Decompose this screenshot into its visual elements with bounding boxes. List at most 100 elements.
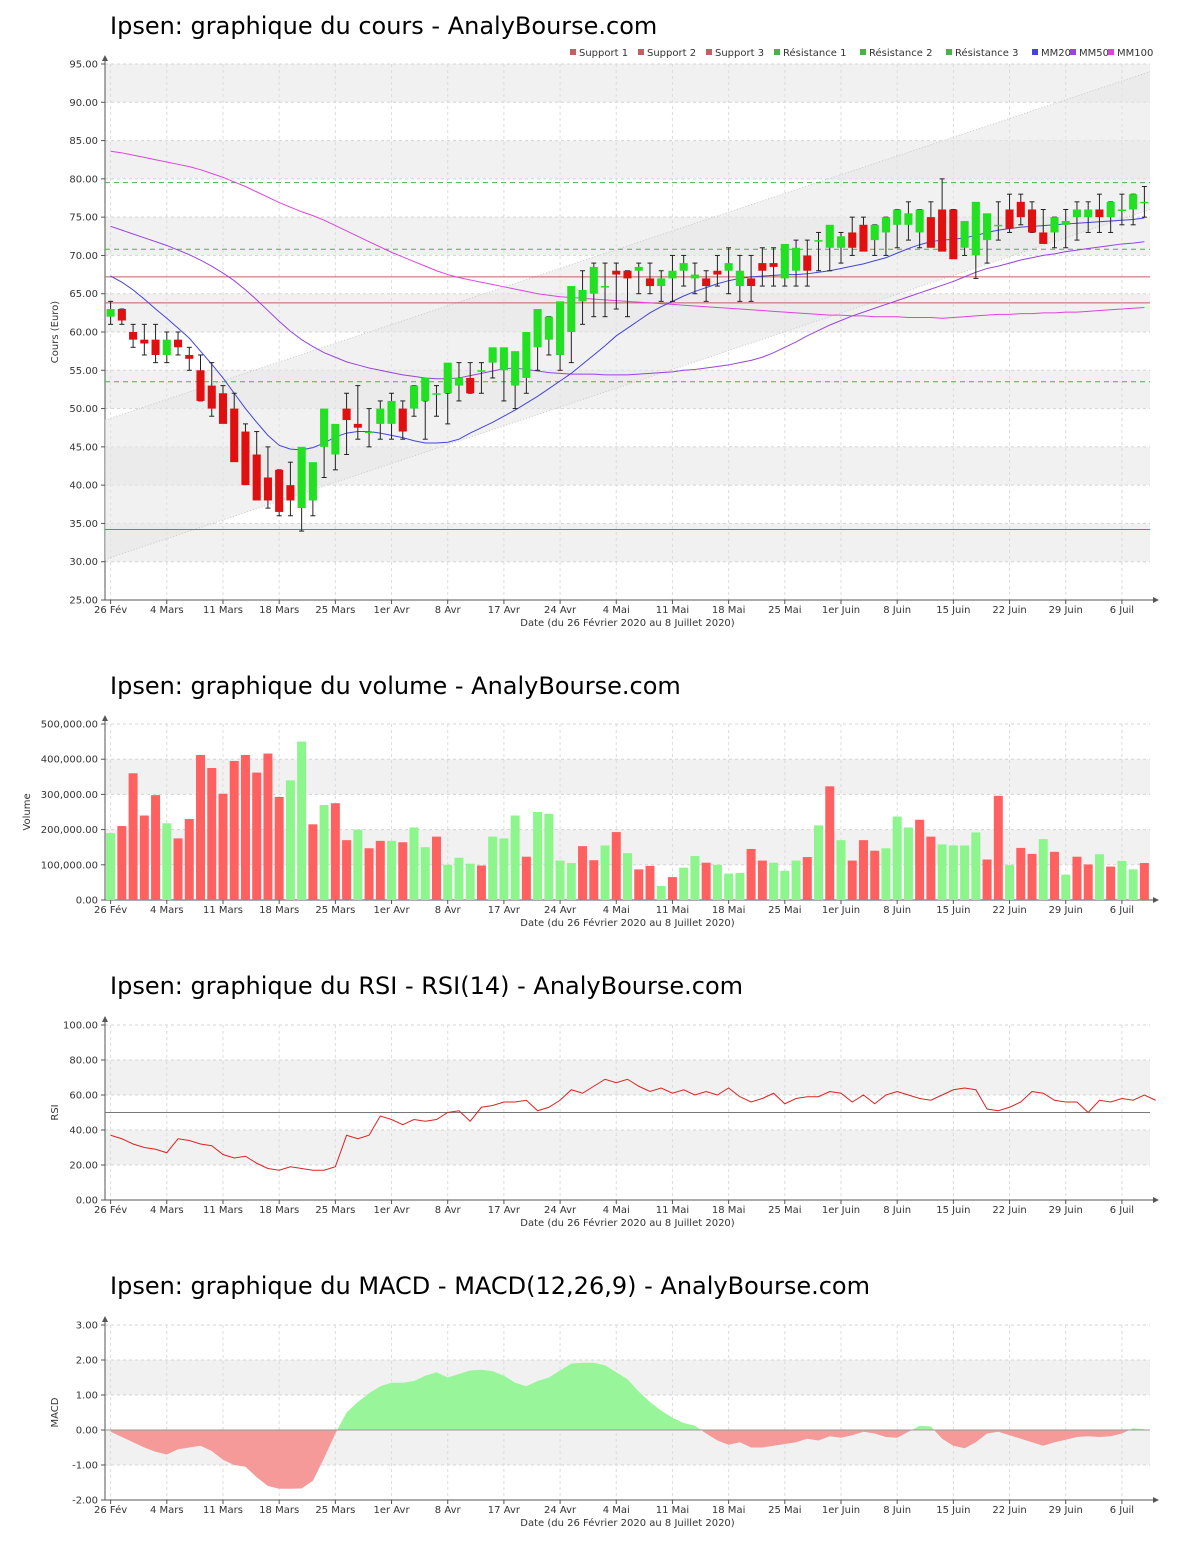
rsi-x-tick-label: 1er Juin [822, 1205, 860, 1216]
volume-bar-up [1038, 839, 1048, 900]
macd-area-negative [110, 1430, 338, 1489]
volume-bar-down [915, 819, 925, 900]
macd-x-tick-label: 24 Avr [544, 1505, 577, 1516]
candle-body-down [196, 370, 205, 401]
macd-x-tick-label: 17 Avr [488, 1505, 521, 1516]
volume-bar-up [297, 741, 307, 900]
candle-body-up [1140, 201, 1149, 204]
candle-body-down [645, 278, 655, 287]
price-x-axis-arrow [1153, 597, 1159, 603]
volume-bar-down [802, 857, 812, 900]
volume-bar-down [398, 842, 408, 900]
candle-body-up [679, 263, 688, 271]
volume-bar-down [308, 824, 318, 900]
price-y-axis-label: Cours (Euro) [50, 301, 61, 364]
candle-body-up [668, 270, 677, 279]
volume-chart: 0.00 100,000.00 200,000.00 300,000.00 400,00… [22, 715, 1159, 929]
volume-y-tick-label: 400,000.00 [41, 755, 98, 766]
volume-bar-down [263, 753, 273, 900]
rsi-x-tick-label: 18 Mai [712, 1205, 745, 1216]
candle-body-up [162, 339, 171, 355]
volume-bar-up [353, 829, 363, 900]
legend-swatch [1108, 49, 1114, 55]
volume-bar-up [533, 812, 543, 900]
volume-bar-up [319, 804, 329, 900]
price-x-tick-label: 11 Mars [203, 605, 243, 616]
volume-bar-up [443, 864, 453, 900]
candle-body-down [218, 393, 228, 424]
rsi-grid-band [105, 1130, 1150, 1165]
candle-body-up [915, 209, 924, 233]
candle-body-up [376, 408, 385, 424]
candle-body-up [432, 393, 441, 395]
legend-label: MM20 [1041, 48, 1071, 59]
rsi-x-tick-label: 4 Mars [150, 1205, 184, 1216]
macd-x-tick-label: 1er Juin [822, 1505, 860, 1516]
volume-bar-up [948, 845, 958, 900]
candle-body-down [117, 309, 126, 321]
rsi-x-axis-label: Date (du 26 Février 2020 au 8 Juillet 20… [520, 1217, 734, 1229]
candle-body-up [522, 332, 531, 378]
volume-x-tick-label: 25 Mars [315, 905, 355, 916]
volume-bar-up [555, 860, 565, 900]
rsi-y-tick-label: 0.00 [76, 1196, 98, 1207]
rsi-x-tick-label: 25 Mai [768, 1205, 801, 1216]
rsi-x-tick-label: 8 Avr [435, 1205, 462, 1216]
candle-body-up [1072, 209, 1082, 218]
price-y-tick-label: 80.00 [69, 174, 98, 185]
volume-x-tick-label: 1er Avr [373, 905, 410, 916]
candle-body-up [589, 266, 598, 294]
volume-bar-up [836, 840, 846, 900]
candle-body-up [780, 243, 789, 279]
candle-body-up [1061, 220, 1070, 225]
macd-x-tick-label: 1er Avr [373, 1505, 410, 1516]
volume-bar-up [600, 845, 610, 900]
legend-swatch [638, 49, 644, 55]
volume-bar-down [252, 772, 262, 900]
volume-bar-down [1083, 864, 1093, 900]
candle-body-down [230, 408, 239, 463]
candle-body-up [567, 286, 576, 332]
price-x-tick-label: 15 Juin [936, 605, 970, 616]
candle-body-up [387, 400, 396, 424]
candle-body-down [1095, 209, 1104, 218]
candle-body-up [960, 220, 969, 248]
volume-bar-down [667, 877, 677, 900]
volume-bar-up [814, 825, 824, 900]
volume-bar-down [330, 803, 340, 900]
macd-x-tick-label: 8 Juin [883, 1505, 911, 1516]
rsi-line [110, 1078, 1156, 1171]
rsi-x-tick-label: 18 Mars [259, 1205, 299, 1216]
candle-body-down [1016, 201, 1025, 218]
candle-body-up [511, 351, 520, 386]
candle-body-up [1117, 209, 1126, 211]
candle-body-up [994, 224, 1003, 227]
rsi-x-tick-label: 1er Avr [373, 1205, 410, 1216]
candle-body-up [792, 247, 801, 271]
volume-x-tick-label: 6 Juil [1110, 905, 1134, 916]
candle-body-down [926, 217, 935, 248]
candle-body-down [1039, 232, 1048, 244]
macd-x-tick-label: 26 Fév [94, 1504, 127, 1516]
rsi-x-tick-label: 11 Mai [656, 1205, 689, 1216]
volume-bar-down [825, 786, 835, 900]
candle-body-up [556, 301, 565, 355]
volume-bar-up [937, 844, 947, 900]
price-x-tick-label: 8 Juin [883, 605, 911, 616]
legend-swatch [1032, 49, 1038, 55]
macd-x-axis-label: Date (du 26 Février 2020 au 8 Juillet 20… [520, 1517, 734, 1529]
candle-body-up [1084, 209, 1093, 218]
volume-x-tick-label: 11 Mai [656, 905, 689, 916]
volume-bar-up [1117, 860, 1127, 900]
price-y-tick-label: 25.00 [69, 596, 98, 607]
macd-chart: -2.00 -1.00 0.00 1.00 2.00 3.00 26 Fév 4 Mars 11… [50, 1316, 1159, 1529]
volume-bar-down [139, 815, 149, 900]
volume-bar-up [1094, 854, 1104, 900]
price-x-tick-label: 29 Juin [1049, 605, 1083, 616]
volume-y-tick-label: 100,000.00 [41, 860, 98, 871]
candle-body-up [443, 362, 452, 394]
macd-x-tick-label: 4 Mai [603, 1505, 630, 1516]
volume-bar-up [623, 853, 632, 900]
candle-body-up [825, 224, 834, 248]
macd-x-tick-label: 15 Juin [936, 1505, 970, 1516]
